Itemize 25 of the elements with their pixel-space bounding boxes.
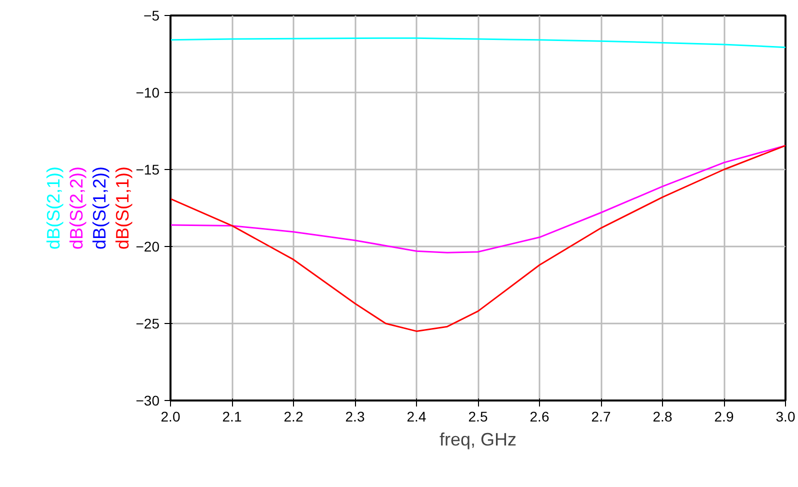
text: dB(S(1,1)) <box>112 166 132 250</box>
x-tick-label: 3.0 <box>776 408 796 424</box>
text: dB(S(2,2)) <box>66 166 86 250</box>
x-tick-label: 2.8 <box>652 408 672 424</box>
x-tick-label: 2.6 <box>530 408 550 424</box>
x-tick-label: 2.0 <box>160 408 180 424</box>
x-tick-label: 2.1 <box>222 408 242 424</box>
text: dB(S(2,1)) <box>44 166 64 250</box>
line-series <box>170 144 786 254</box>
x-tick-label: 2.9 <box>714 408 734 424</box>
y-tick-label: −30 <box>136 392 160 408</box>
x-tick-label: 2.3 <box>345 408 365 424</box>
legend-label: dB(S(1,2)) <box>90 166 110 250</box>
y-tick-label: −25 <box>136 316 160 332</box>
x-tick-label: 2.5 <box>468 408 488 424</box>
x-tick-label: 2.2 <box>284 408 304 424</box>
x-tick-label: 2.4 <box>406 408 426 424</box>
x-tick-label: 2.7 <box>591 408 611 424</box>
line-series <box>170 37 786 48</box>
x-axis-title: freq, GHz <box>439 430 517 450</box>
y-tick-label: −10 <box>136 84 160 100</box>
y-tick-label: −5 <box>144 8 160 24</box>
y-tick-label: −15 <box>136 162 160 178</box>
line-series <box>170 144 786 332</box>
y-tick-label: −20 <box>136 238 160 254</box>
